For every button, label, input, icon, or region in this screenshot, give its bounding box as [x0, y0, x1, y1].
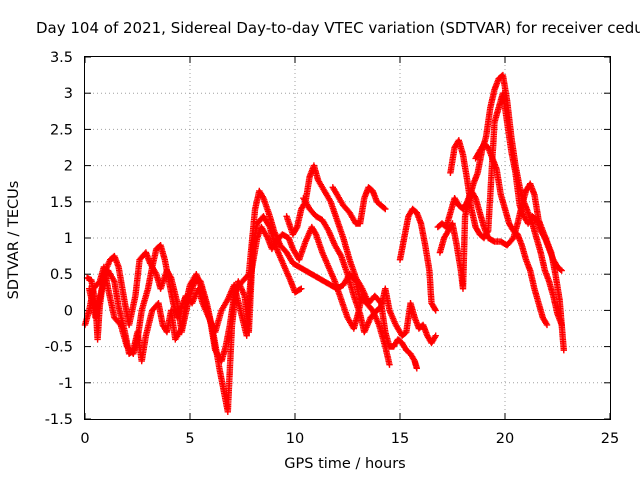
plus-markers [300, 195, 439, 347]
x-tick-label: 25 [601, 431, 619, 447]
x-tick-label: 20 [496, 431, 514, 447]
y-tick-label: 0 [64, 303, 73, 319]
y-tick-label: 3.5 [50, 50, 73, 66]
grid-lines [85, 57, 610, 419]
x-axis-label: GPS time / hours [284, 456, 406, 472]
y-tick-label: 2.5 [50, 122, 73, 138]
y-tick-label: 0.5 [50, 267, 73, 283]
y-tick-label: -1.5 [45, 412, 73, 428]
y-axis-label: SDTVAR / TECUs [6, 180, 22, 300]
series-track-4 [283, 162, 420, 372]
y-tick-label: 2 [64, 159, 73, 175]
x-tick-label: 5 [185, 431, 194, 447]
series-track-11 [472, 140, 551, 329]
series-track-5 [329, 184, 389, 227]
axis-ticks [84, 56, 611, 420]
plus-markers [396, 205, 439, 314]
plot-frame [84, 56, 611, 420]
data-marks [81, 71, 567, 415]
y-tick-label: 1.5 [50, 195, 73, 211]
series-track-7 [396, 205, 439, 314]
x-tick-label: 10 [286, 431, 304, 447]
tick-labels: 0 5 10 15 20 25 -1.5 -1 -0.5 0 0.5 1 1.5 2 2.5 3 3.5 [45, 50, 620, 447]
x-tick-label: 15 [391, 431, 409, 447]
x-tick-label: 0 [80, 431, 89, 447]
plus-markers [329, 184, 389, 227]
y-tick-label: 3 [64, 86, 73, 102]
y-tick-label: 1 [64, 231, 73, 247]
plus-markers [472, 140, 551, 329]
y-tick-label: -1 [59, 376, 73, 392]
plus-markers [283, 162, 420, 372]
series-track-6 [300, 195, 439, 347]
y-tick-label: -0.5 [45, 340, 73, 356]
chart-title: Day 104 of 2021, Sidereal Day-to-day VTE… [36, 19, 640, 37]
